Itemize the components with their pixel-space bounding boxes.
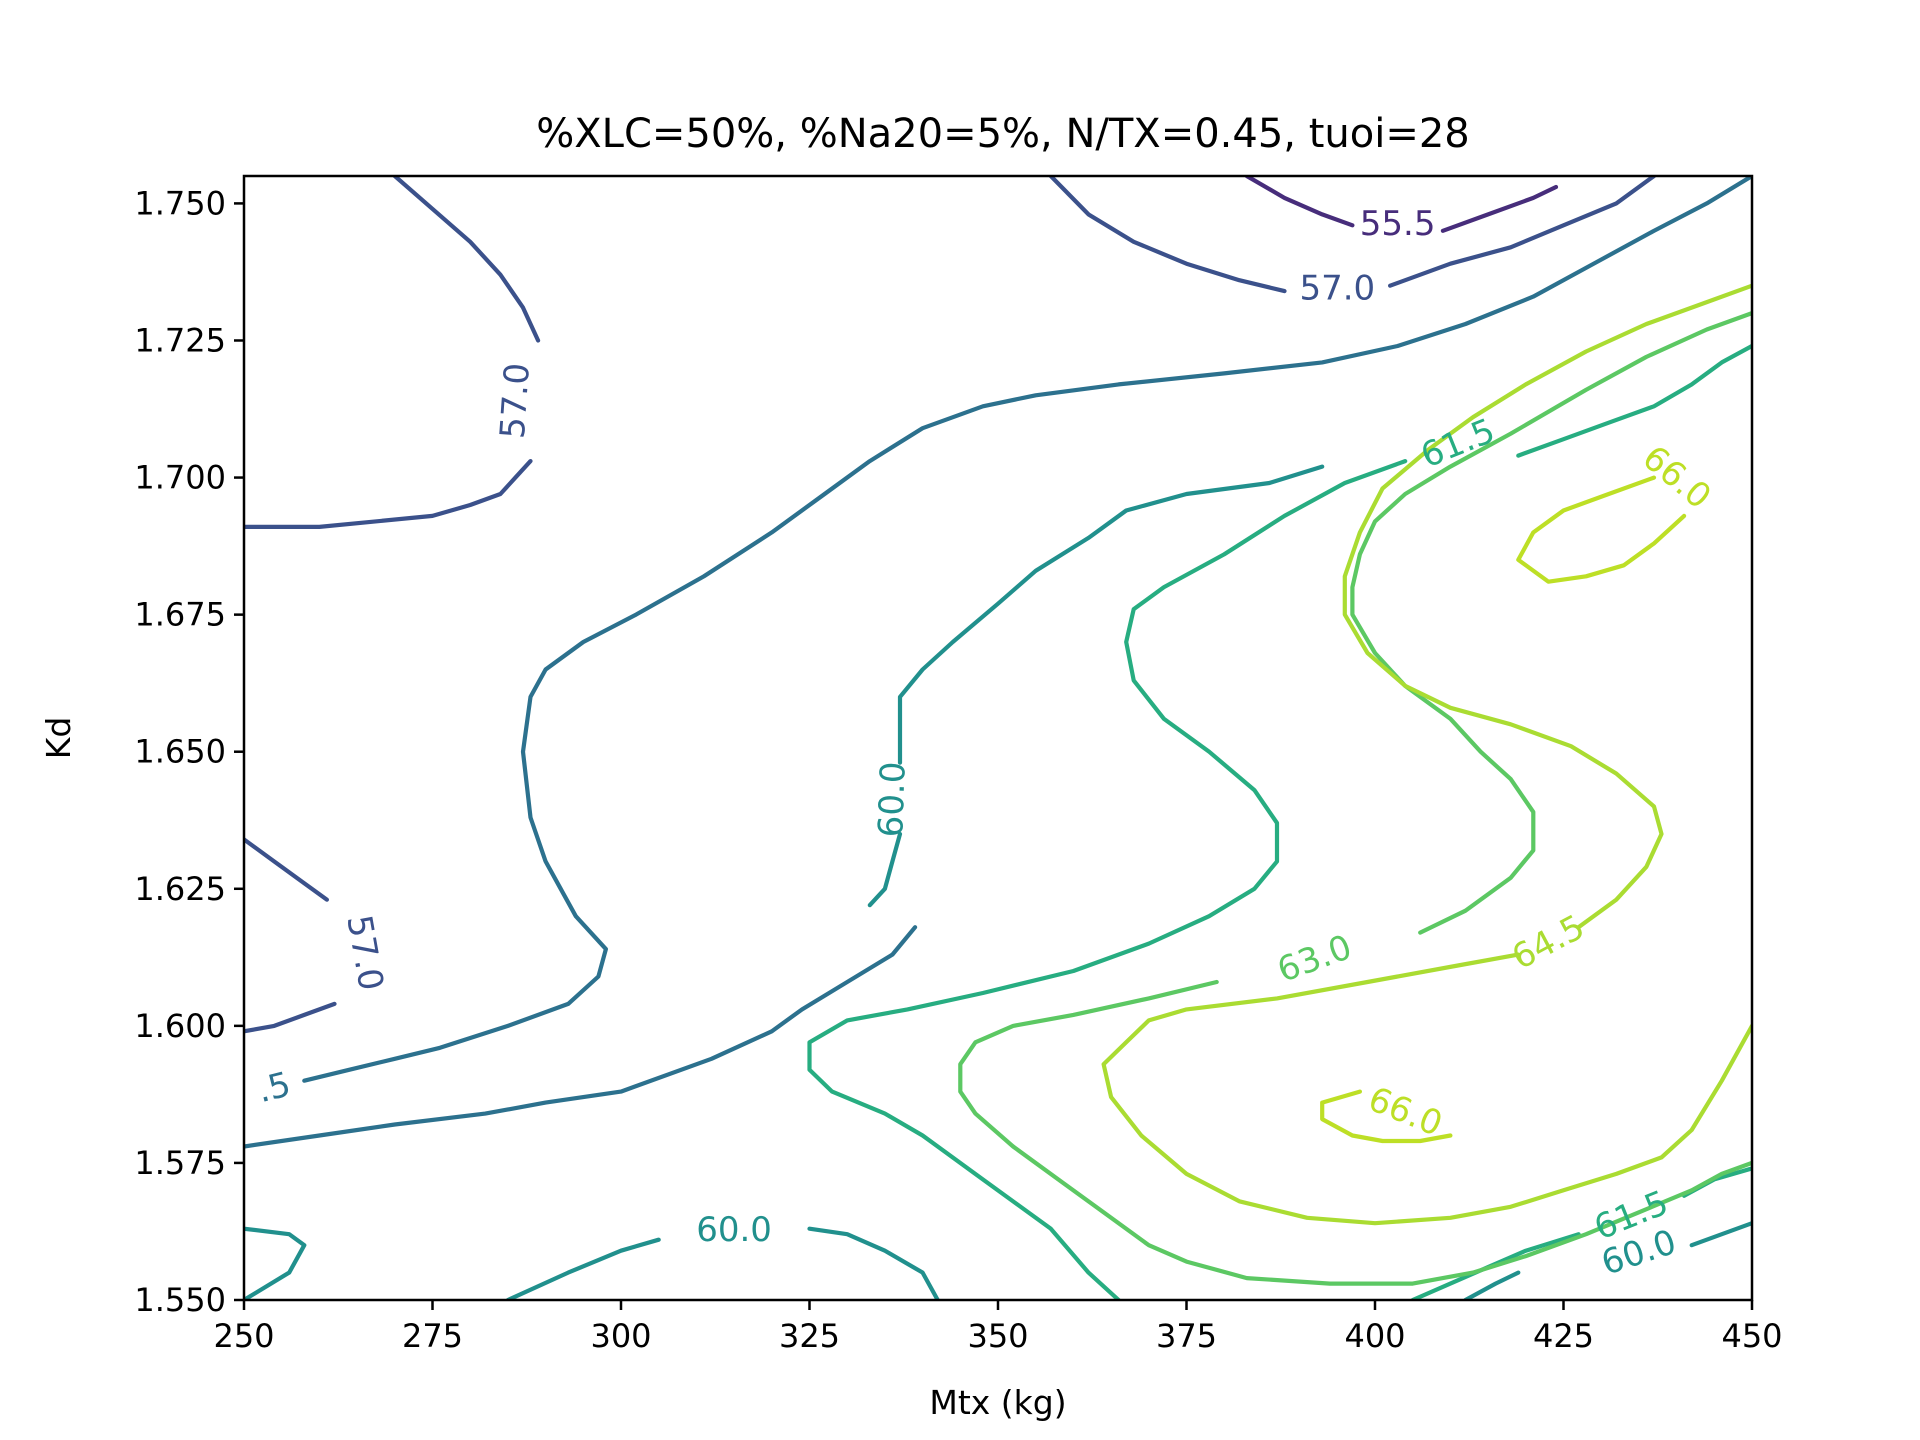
x-tick-label: 425 xyxy=(1533,1317,1594,1355)
x-tick-label: 375 xyxy=(1156,1317,1217,1355)
contour-line-60-11 xyxy=(897,464,1325,765)
contour-line-60-13 xyxy=(505,1237,661,1300)
y-tick-label: 1.750 xyxy=(134,184,226,222)
contour-line-60-15 xyxy=(1463,1270,1521,1300)
contour-line-57-6 xyxy=(1048,176,1287,294)
x-axis-label: Mtx (kg) xyxy=(929,1383,1066,1422)
y-tick-label: 1.725 xyxy=(134,321,226,359)
contour-line-60-12 xyxy=(244,1226,307,1300)
contour-label-5: 60.0 xyxy=(871,761,914,838)
y-axis-label: Kd xyxy=(39,717,78,760)
x-tick-label: 450 xyxy=(1721,1317,1782,1355)
contour-line-57-4 xyxy=(244,837,329,902)
x-tick-label: 325 xyxy=(779,1317,840,1355)
x-tick-label: 350 xyxy=(967,1317,1028,1355)
contour-line-57-2 xyxy=(392,176,541,343)
y-axis: 1.550 1.575 1.600 1.625 1.650 1.675 1.700 1.725… xyxy=(134,184,244,1319)
contour-line-58-5-8 xyxy=(302,176,1752,1083)
x-tick-label: 250 xyxy=(213,1317,274,1355)
x-axis: 250 275 300 325 350 375 400 425 450 xyxy=(213,1300,1783,1355)
contour-label-2: 57.0 xyxy=(493,362,538,440)
contour-line-66-26 xyxy=(1320,1089,1453,1144)
contour-line-60-16 xyxy=(1689,1221,1752,1248)
contour-line-57-3 xyxy=(244,459,533,529)
contour-line-63-22 xyxy=(958,979,1752,1286)
contour-label-0: 55.5 xyxy=(1360,204,1436,244)
contour-line-60-10 xyxy=(867,831,903,908)
contour-line-57-5 xyxy=(244,1001,337,1034)
contour-lines xyxy=(244,176,1752,1300)
contour-line-55-5-1 xyxy=(1440,184,1559,233)
contour-label-1: 57.0 xyxy=(1299,268,1375,308)
contour-line-60-14 xyxy=(807,1226,940,1300)
chart-title: %XLC=50%, %Na20=5%, N/TX=0.45, tuoi=28 xyxy=(536,111,1470,157)
contour-line-64-5-24 xyxy=(1101,952,1752,1226)
x-tick-label: 400 xyxy=(1344,1317,1405,1355)
y-tick-label: 1.625 xyxy=(134,870,226,908)
y-tick-label: 1.700 xyxy=(134,459,226,497)
y-tick-label: 1.650 xyxy=(134,733,226,771)
contour-line-55-5-0 xyxy=(1244,176,1355,228)
y-tick-label: 1.550 xyxy=(134,1281,226,1319)
contour-line-61-5-17 xyxy=(1516,343,1752,458)
contour-line-63-21 xyxy=(1350,311,1752,935)
y-tick-label: 1.675 xyxy=(134,596,226,634)
contour-line-58-5-9 xyxy=(244,925,918,1149)
contour-line-66-25 xyxy=(1516,475,1687,584)
y-tick-label: 1.600 xyxy=(134,1007,226,1045)
y-tick-label: 1.575 xyxy=(134,1144,226,1182)
contour-label-6: 60.0 xyxy=(696,1210,772,1250)
contour-line-61-5-18 xyxy=(807,459,1408,1300)
x-tick-label: 300 xyxy=(590,1317,651,1355)
contour-line-64-5-23 xyxy=(1342,283,1752,930)
x-tick-label: 275 xyxy=(402,1317,463,1355)
contour-line-57-7 xyxy=(1388,176,1657,288)
